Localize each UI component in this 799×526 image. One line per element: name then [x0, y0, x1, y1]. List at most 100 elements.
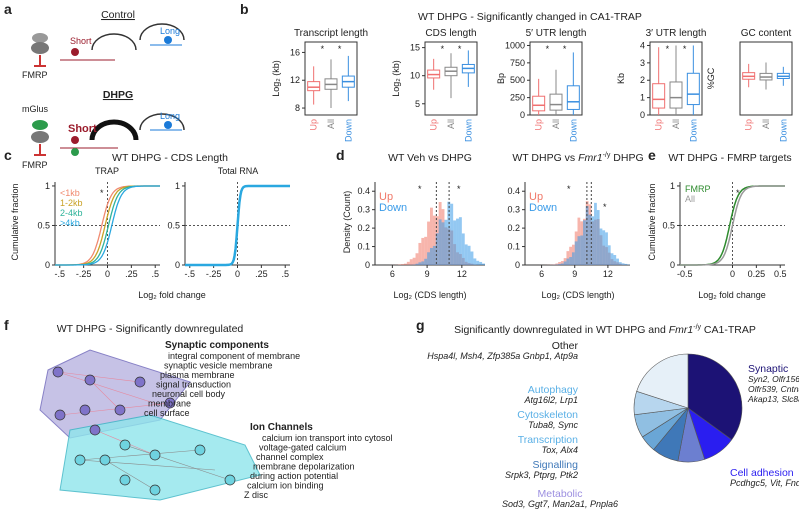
histogram-bar [602, 230, 605, 265]
label: Control [101, 9, 135, 21]
significance: * [321, 44, 325, 54]
plot-title: GC content [741, 28, 792, 39]
panel-label: d [336, 147, 345, 163]
histogram-bar [555, 264, 558, 265]
legend-label: >4kb [60, 218, 80, 228]
plot-title: 5′ UTR length [526, 28, 587, 39]
histogram-bar [566, 259, 569, 265]
histogram-bar [561, 263, 564, 265]
y-tick-label: 0.3 [357, 205, 370, 215]
group-label: Down [778, 119, 788, 142]
y-tick-label: 0 [670, 260, 675, 270]
significance: * [338, 44, 342, 54]
histogram-bar [471, 252, 474, 265]
list-item: integral component of membrane [168, 351, 300, 361]
histogram-bar [450, 204, 453, 265]
histogram-bar [416, 253, 419, 265]
y-tick-label: 1 [670, 181, 675, 191]
y-tick-label: 0.2 [357, 223, 370, 233]
group-label: Up [654, 119, 664, 131]
histogram-bar [564, 261, 567, 265]
histogram-bar [613, 255, 616, 265]
histogram-bar [465, 244, 468, 265]
x-tick-label: 0 [730, 269, 735, 279]
y-tick-label: 0 [520, 110, 525, 120]
y-axis-label: Cumulative fraction [10, 183, 20, 260]
gene-list: Atg16l2, Lrp1 [523, 395, 578, 405]
label: Short [70, 36, 92, 46]
histogram-bar [583, 220, 586, 265]
y-tick-label: 0 [175, 260, 180, 270]
panel-label: e [648, 147, 656, 163]
histogram-bar [600, 229, 603, 265]
significance: * [666, 44, 670, 54]
histogram-bar [608, 245, 611, 265]
list-item: neuronal cell body [152, 389, 226, 399]
histogram-bar [569, 257, 572, 265]
y-tick-label: 5 [415, 99, 420, 109]
group-label: All [671, 119, 681, 129]
histogram-bar [578, 236, 581, 265]
list-item: signal transduction [156, 380, 231, 390]
y-tick-label: 0.1 [507, 242, 520, 252]
title: Significantly downregulated in WT DHPG a… [454, 324, 756, 336]
list-item: during action potential [250, 471, 338, 481]
title: WT DHPG vs Fmr1-/y DHPG [512, 152, 643, 164]
x-axis-label: Log₂ fold change [698, 290, 766, 300]
x-axis-label: Log₂ (CDS length) [393, 290, 466, 300]
list-item: calcium ion transport into cytosol [262, 433, 393, 443]
y-tick-label: 10 [410, 71, 420, 81]
y-tick-label: 1 [175, 181, 180, 191]
title: WT DHPG - CDS Length [112, 152, 228, 164]
histogram-bar [442, 222, 445, 265]
x-tick-label: .5 [281, 269, 289, 279]
x-tick-label: -.5 [55, 269, 66, 279]
gene-line: Syn2, Olfr1564, Grik3, Nptx1, [748, 374, 799, 384]
x-tick-label: -.25 [206, 269, 222, 279]
x-tick-label: 6 [539, 269, 544, 279]
label: Long [160, 111, 180, 121]
label: Long [160, 26, 180, 36]
x-axis-label: Log₂ fold change [138, 290, 206, 300]
y-tick-label: 0.1 [357, 242, 370, 252]
significance: * [563, 44, 567, 54]
histogram-bar [468, 246, 471, 265]
histogram-bar [558, 264, 561, 265]
group-label: Up [309, 119, 319, 131]
histogram-bar [413, 258, 416, 265]
significance: * [546, 44, 550, 54]
y-axis-label: Bp [496, 73, 506, 84]
y-tick-label: 0 [515, 260, 520, 270]
list-item: channel complex [256, 452, 324, 462]
legend-label: FMRP [685, 184, 711, 194]
y-tick-label: 8 [295, 103, 300, 113]
histogram-bar [410, 259, 413, 265]
group-label: Down [568, 119, 578, 142]
x-tick-label: 6 [390, 269, 395, 279]
x-tick-label: .25 [255, 269, 268, 279]
y-tick-label: 250 [510, 93, 525, 103]
x-tick-label: 0.5 [774, 269, 787, 279]
x-tick-label: 9 [425, 269, 430, 279]
x-tick-label: 0 [235, 269, 240, 279]
group-label: All [446, 119, 456, 129]
significance: * [441, 44, 445, 54]
plot-title: Transcript length [294, 28, 368, 39]
list-item: membrane depolarization [253, 462, 355, 472]
y-tick-label: 0.4 [507, 186, 520, 196]
panel-label: b [240, 1, 249, 17]
histogram-bar [421, 261, 424, 265]
y-axis-label: Cumulative fraction [647, 183, 657, 260]
y-tick-label: 2 [640, 75, 645, 85]
histogram-bar [597, 210, 600, 265]
significance: * [567, 184, 571, 194]
y-axis-label: %GC [706, 67, 716, 89]
group-label: Down [343, 119, 353, 142]
y-tick-label: 0.2 [507, 223, 520, 233]
y-tick-label: 3 [640, 58, 645, 68]
gene-list: Syn2, Olfr1564, Grik3, Nptx1,Olfr539, Cn… [747, 374, 799, 404]
panel-label: c [4, 147, 12, 163]
list-item: synaptic vesicle membrane [164, 361, 273, 371]
histogram-bar [622, 263, 625, 265]
